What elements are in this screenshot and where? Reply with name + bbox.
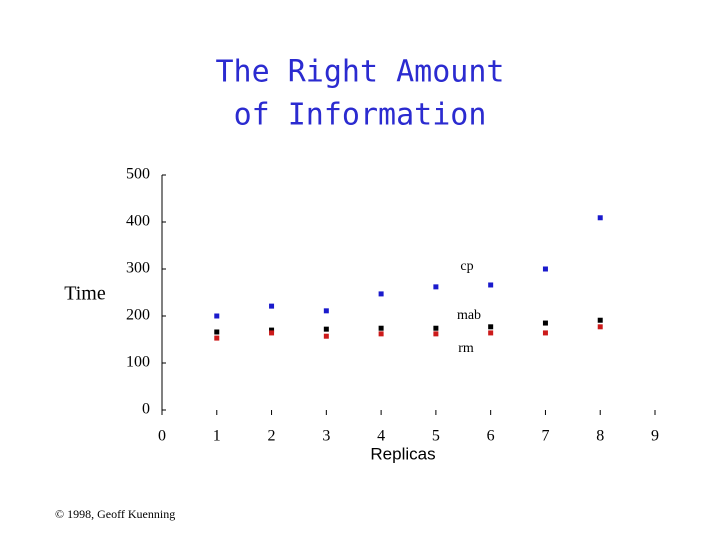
x-tick-label: 3: [322, 428, 330, 445]
point: [488, 324, 494, 330]
point: [269, 330, 275, 336]
footer: © 1998, Geoff Kuenning: [55, 507, 175, 521]
point: [378, 331, 384, 337]
x-axis-title: Replicas: [370, 444, 435, 463]
point: [214, 313, 220, 319]
point: [597, 317, 603, 323]
y-tick-label: 400: [126, 213, 150, 230]
point: [597, 324, 603, 330]
x-tick-label: 1: [213, 428, 221, 445]
point: [542, 330, 548, 336]
x-tick-label: 8: [596, 428, 604, 445]
point: [433, 325, 439, 331]
y-tick-label: 500: [126, 166, 150, 183]
point: [542, 320, 548, 326]
point: [323, 308, 329, 314]
point: [323, 326, 329, 332]
point: [214, 329, 220, 335]
series-label: rm: [458, 341, 474, 356]
x-tick-label: 0: [158, 428, 166, 445]
point: [269, 327, 275, 333]
point: [597, 215, 603, 221]
point: [433, 331, 439, 337]
point: [269, 303, 275, 309]
point: [214, 335, 220, 341]
point: [378, 291, 384, 297]
slide-title: of Information: [234, 98, 487, 133]
x-tick-label: 6: [487, 428, 495, 445]
x-tick-label: 9: [651, 428, 659, 445]
y-tick-label: 0: [142, 401, 150, 418]
point: [433, 284, 439, 290]
point: [488, 330, 494, 336]
y-tick-label: 300: [126, 260, 150, 277]
point: [378, 325, 384, 331]
x-tick-label: 7: [541, 428, 549, 445]
y-tick-label: 100: [126, 354, 150, 371]
point: [488, 282, 494, 288]
slide-title: The Right Amount: [216, 55, 505, 90]
series-label: mab: [457, 308, 481, 323]
point: [323, 333, 329, 339]
y-axis-title: Time: [64, 283, 106, 305]
series-label: cp: [460, 259, 473, 274]
x-tick-label: 2: [268, 428, 276, 445]
x-tick-label: 4: [377, 428, 385, 445]
x-tick-label: 5: [432, 428, 440, 445]
point: [542, 266, 548, 272]
y-tick-label: 200: [126, 307, 150, 324]
